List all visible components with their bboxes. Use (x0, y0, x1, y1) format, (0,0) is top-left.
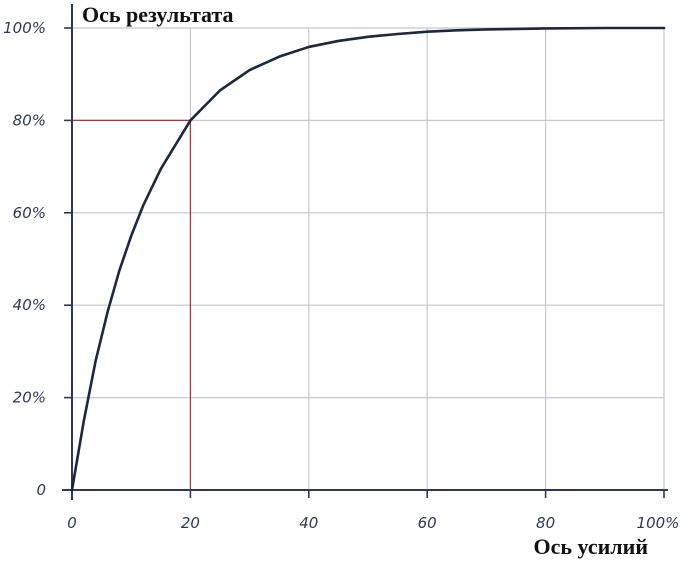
y-tick-label-3: 60% (13, 204, 46, 222)
x-tick-label-1: 20 (181, 514, 200, 532)
x-tick-label-3: 60 (418, 514, 437, 532)
axes (62, 4, 668, 500)
tick-labels: 0 20% 40% 60% 80% 100% 0 20 40 60 80 100% (3, 19, 679, 532)
x-tick-label-4: 80 (536, 514, 555, 532)
y-tick-label-4: 80% (13, 111, 46, 129)
x-axis-title: Ось усилий (534, 534, 649, 559)
y-tick-label-1: 20% (13, 389, 46, 407)
y-tick-label-5: 100% (3, 19, 46, 37)
grid-lines (72, 27, 665, 490)
y-axis-title: Ось результата (82, 2, 234, 27)
x-tick-label-2: 40 (299, 514, 318, 532)
x-tick-label-0: 0 (67, 514, 77, 532)
reference-lines (72, 119, 191, 490)
y-tick-label-0: 0 (36, 481, 46, 499)
y-tick-label-2: 40% (13, 296, 46, 314)
series-line-0 (70, 26, 666, 492)
x-tick-label-5: 100% (637, 514, 680, 532)
series-layer (70, 26, 666, 492)
